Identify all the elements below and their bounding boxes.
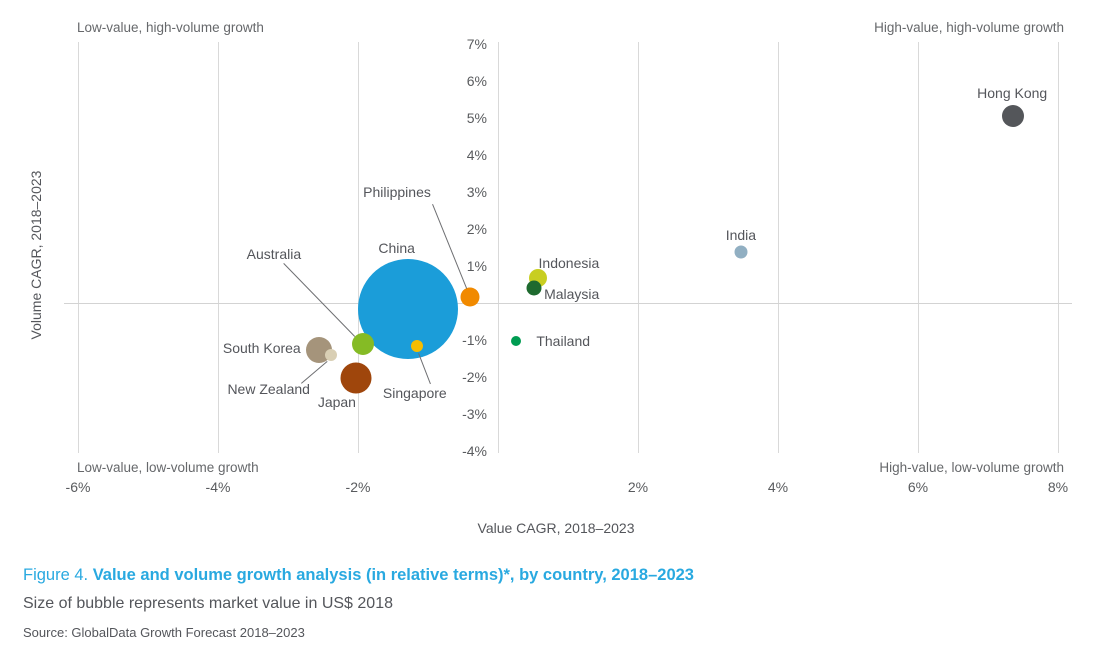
x-axis-zero-line bbox=[64, 303, 1072, 304]
y-tick-label--1: -1% bbox=[462, 332, 487, 348]
x-tick-label-6: 6% bbox=[907, 479, 929, 495]
bubble-china bbox=[357, 258, 458, 359]
y-tick-label-4: 4% bbox=[466, 147, 487, 163]
gridline-x-6 bbox=[918, 42, 919, 453]
country-label-china: China bbox=[378, 239, 415, 256]
caption-source: Source: GlobalData Growth Forecast 2018–… bbox=[23, 625, 305, 640]
y-tick-label-2: 2% bbox=[466, 221, 487, 237]
y-tick-label-3: 3% bbox=[466, 184, 487, 200]
country-label-japan: Japan bbox=[317, 394, 356, 411]
bubble-malaysia bbox=[526, 280, 542, 296]
y-tick-label-7: 7% bbox=[466, 36, 487, 52]
bubble-india bbox=[734, 245, 748, 259]
leader-line-singapore bbox=[418, 353, 431, 385]
gridline-x-2 bbox=[638, 42, 639, 453]
quadrant-label-bottom-right: High-value, low-volume growth bbox=[879, 460, 1064, 475]
quadrant-label-top-right: High-value, high-volume growth bbox=[874, 20, 1064, 35]
country-label-australia: Australia bbox=[246, 246, 302, 263]
x-tick-label--2: -2% bbox=[345, 479, 371, 495]
figure-title-line: Figure 4. Value and volume growth analys… bbox=[23, 566, 694, 585]
x-tick-label--6: -6% bbox=[65, 479, 91, 495]
plot-area: Low-value, high-volume growth High-value… bbox=[28, 20, 1072, 536]
x-tick-label-4: 4% bbox=[767, 479, 789, 495]
country-label-philippines: Philippines bbox=[363, 184, 431, 201]
x-tick-label--4: -4% bbox=[205, 479, 231, 495]
bubble-hong-kong bbox=[1002, 105, 1025, 128]
gridline-x--4 bbox=[218, 42, 219, 453]
country-label-new-zealand: New Zealand bbox=[227, 381, 310, 398]
bubble-thailand bbox=[511, 336, 522, 347]
y-tick-label-5: 5% bbox=[466, 110, 487, 126]
bubble-japan bbox=[340, 362, 372, 394]
y-tick-label--4: -4% bbox=[462, 443, 487, 459]
bubble-new-zealand bbox=[324, 349, 337, 362]
y-tick-label-1: 1% bbox=[466, 258, 487, 274]
bubble-australia bbox=[351, 333, 374, 356]
quadrant-label-bottom-left: Low-value, low-volume growth bbox=[77, 460, 259, 475]
figure-caption: Figure 4. Value and volume growth analys… bbox=[23, 566, 694, 640]
country-label-thailand: Thailand bbox=[536, 333, 591, 350]
gridline-x-8 bbox=[1058, 42, 1059, 453]
caption-subtitle: Size of bubble represents market value i… bbox=[23, 595, 393, 612]
gridline-x--6 bbox=[78, 42, 79, 453]
x-axis-title: Value CAGR, 2018–2023 bbox=[477, 520, 635, 536]
leader-line-australia bbox=[283, 263, 355, 337]
y-axis-title: Volume CAGR, 2018–2023 bbox=[28, 170, 44, 340]
gridline-x-0 bbox=[498, 42, 499, 453]
country-label-hong-kong: Hong Kong bbox=[977, 85, 1048, 102]
country-label-singapore: Singapore bbox=[382, 384, 447, 401]
y-tick-label--2: -2% bbox=[462, 369, 487, 385]
x-tick-label-8: 8% bbox=[1047, 479, 1069, 495]
country-label-indonesia: Indonesia bbox=[538, 254, 600, 271]
bubble-philippines bbox=[460, 287, 480, 307]
country-label-malaysia: Malaysia bbox=[544, 285, 600, 302]
y-tick-label-6: 6% bbox=[466, 73, 487, 89]
figure-number: Figure 4. bbox=[23, 566, 93, 584]
gridline-x--2 bbox=[358, 42, 359, 453]
quadrant-label-top-left: Low-value, high-volume growth bbox=[77, 20, 264, 35]
figure-title: Value and volume growth analysis (in rel… bbox=[92, 566, 694, 584]
bubble-singapore bbox=[410, 339, 423, 352]
x-tick-label-2: 2% bbox=[627, 479, 649, 495]
y-tick-label--3: -3% bbox=[462, 406, 487, 422]
country-label-south-korea: South Korea bbox=[222, 339, 301, 356]
country-label-india: India bbox=[725, 226, 757, 243]
gridline-x-4 bbox=[778, 42, 779, 453]
